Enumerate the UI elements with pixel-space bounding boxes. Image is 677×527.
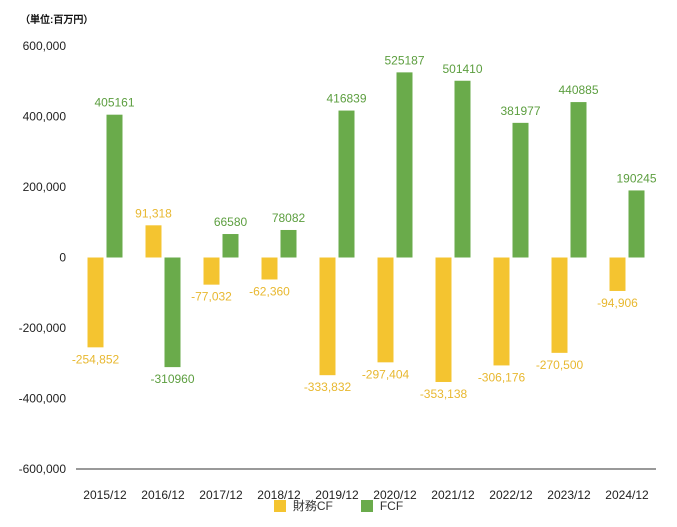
y-tick-label: -400,000 bbox=[19, 392, 67, 406]
data-label-fcf: 381977 bbox=[500, 104, 540, 118]
legend-item-fcf: FCF bbox=[360, 497, 404, 514]
bar-fcf bbox=[106, 114, 123, 258]
legend-swatch-financial-cf bbox=[273, 499, 286, 512]
legend-swatch-fcf bbox=[360, 499, 373, 512]
legend-item-financial-cf: 財務CF bbox=[273, 497, 333, 514]
data-label-fcf: 405161 bbox=[94, 96, 134, 110]
data-label-fcf: -310960 bbox=[150, 372, 194, 386]
bar-cf bbox=[493, 257, 510, 366]
bar-fcf bbox=[570, 102, 587, 258]
bar-cf bbox=[551, 257, 568, 353]
data-label-fcf: 66580 bbox=[214, 215, 248, 229]
data-label-fcf: 501410 bbox=[442, 62, 482, 76]
data-label-cf: -333,832 bbox=[304, 380, 352, 394]
bar-cf bbox=[261, 257, 278, 280]
unit-note: （単位:百万円） bbox=[20, 15, 94, 26]
x-tick-label: 2019/12 bbox=[315, 488, 359, 502]
data-label-fcf: 416839 bbox=[326, 92, 366, 106]
bar-cf bbox=[435, 257, 452, 382]
y-tick-label: 200,000 bbox=[23, 180, 67, 194]
bar-fcf bbox=[164, 257, 181, 368]
bar-fcf bbox=[628, 190, 645, 258]
bar-fcf bbox=[338, 110, 355, 258]
bar-fcf bbox=[280, 229, 297, 258]
x-tick-label: 2024/12 bbox=[605, 488, 649, 502]
bar-fcf bbox=[222, 234, 239, 258]
legend-label-financial-cf: 財務CF bbox=[292, 499, 333, 513]
data-label-cf: -270,500 bbox=[536, 358, 584, 372]
y-tick-label: 400,000 bbox=[23, 110, 67, 124]
bar-cf bbox=[319, 257, 336, 376]
bar-cf bbox=[87, 257, 104, 348]
x-tick-label: 2017/12 bbox=[199, 488, 243, 502]
bar-fcf bbox=[512, 122, 529, 258]
x-tick-label: 2016/12 bbox=[141, 488, 185, 502]
y-tick-label: 0 bbox=[59, 251, 66, 265]
data-label-fcf: 525187 bbox=[384, 53, 424, 67]
data-label-cf: -353,138 bbox=[420, 387, 468, 401]
data-label-cf: -254,852 bbox=[72, 352, 120, 366]
data-label-cf: -297,404 bbox=[362, 367, 410, 381]
bar-cf bbox=[609, 257, 626, 291]
bar-cf bbox=[145, 225, 162, 258]
data-label-cf: 91,318 bbox=[135, 206, 172, 220]
data-label-cf: -94,906 bbox=[597, 296, 638, 310]
y-tick-label: -200,000 bbox=[19, 321, 67, 335]
data-label-fcf: 190245 bbox=[616, 171, 656, 185]
x-tick-label: 2023/12 bbox=[547, 488, 591, 502]
y-tick-label: -600,000 bbox=[19, 462, 67, 476]
x-tick-label: 2015/12 bbox=[83, 488, 127, 502]
data-label-cf: -77,032 bbox=[191, 290, 232, 304]
data-label-fcf: 78082 bbox=[272, 211, 306, 225]
x-tick-label: 2020/12 bbox=[373, 488, 417, 502]
bar-cf bbox=[203, 257, 220, 285]
x-tick-label: 2022/12 bbox=[489, 488, 533, 502]
y-tick-label: 600,000 bbox=[23, 39, 67, 53]
bar-cf bbox=[377, 257, 394, 363]
data-label-cf: -62,360 bbox=[249, 284, 290, 298]
legend: 財務CF FCF bbox=[0, 497, 677, 514]
x-tick-label: 2018/12 bbox=[257, 488, 301, 502]
data-label-fcf: 440885 bbox=[558, 83, 598, 97]
data-label-cf: -306,176 bbox=[478, 370, 526, 384]
bar-fcf bbox=[396, 72, 413, 258]
bar-fcf bbox=[454, 80, 471, 258]
legend-label-fcf: FCF bbox=[379, 498, 404, 513]
x-tick-label: 2021/12 bbox=[431, 488, 475, 502]
